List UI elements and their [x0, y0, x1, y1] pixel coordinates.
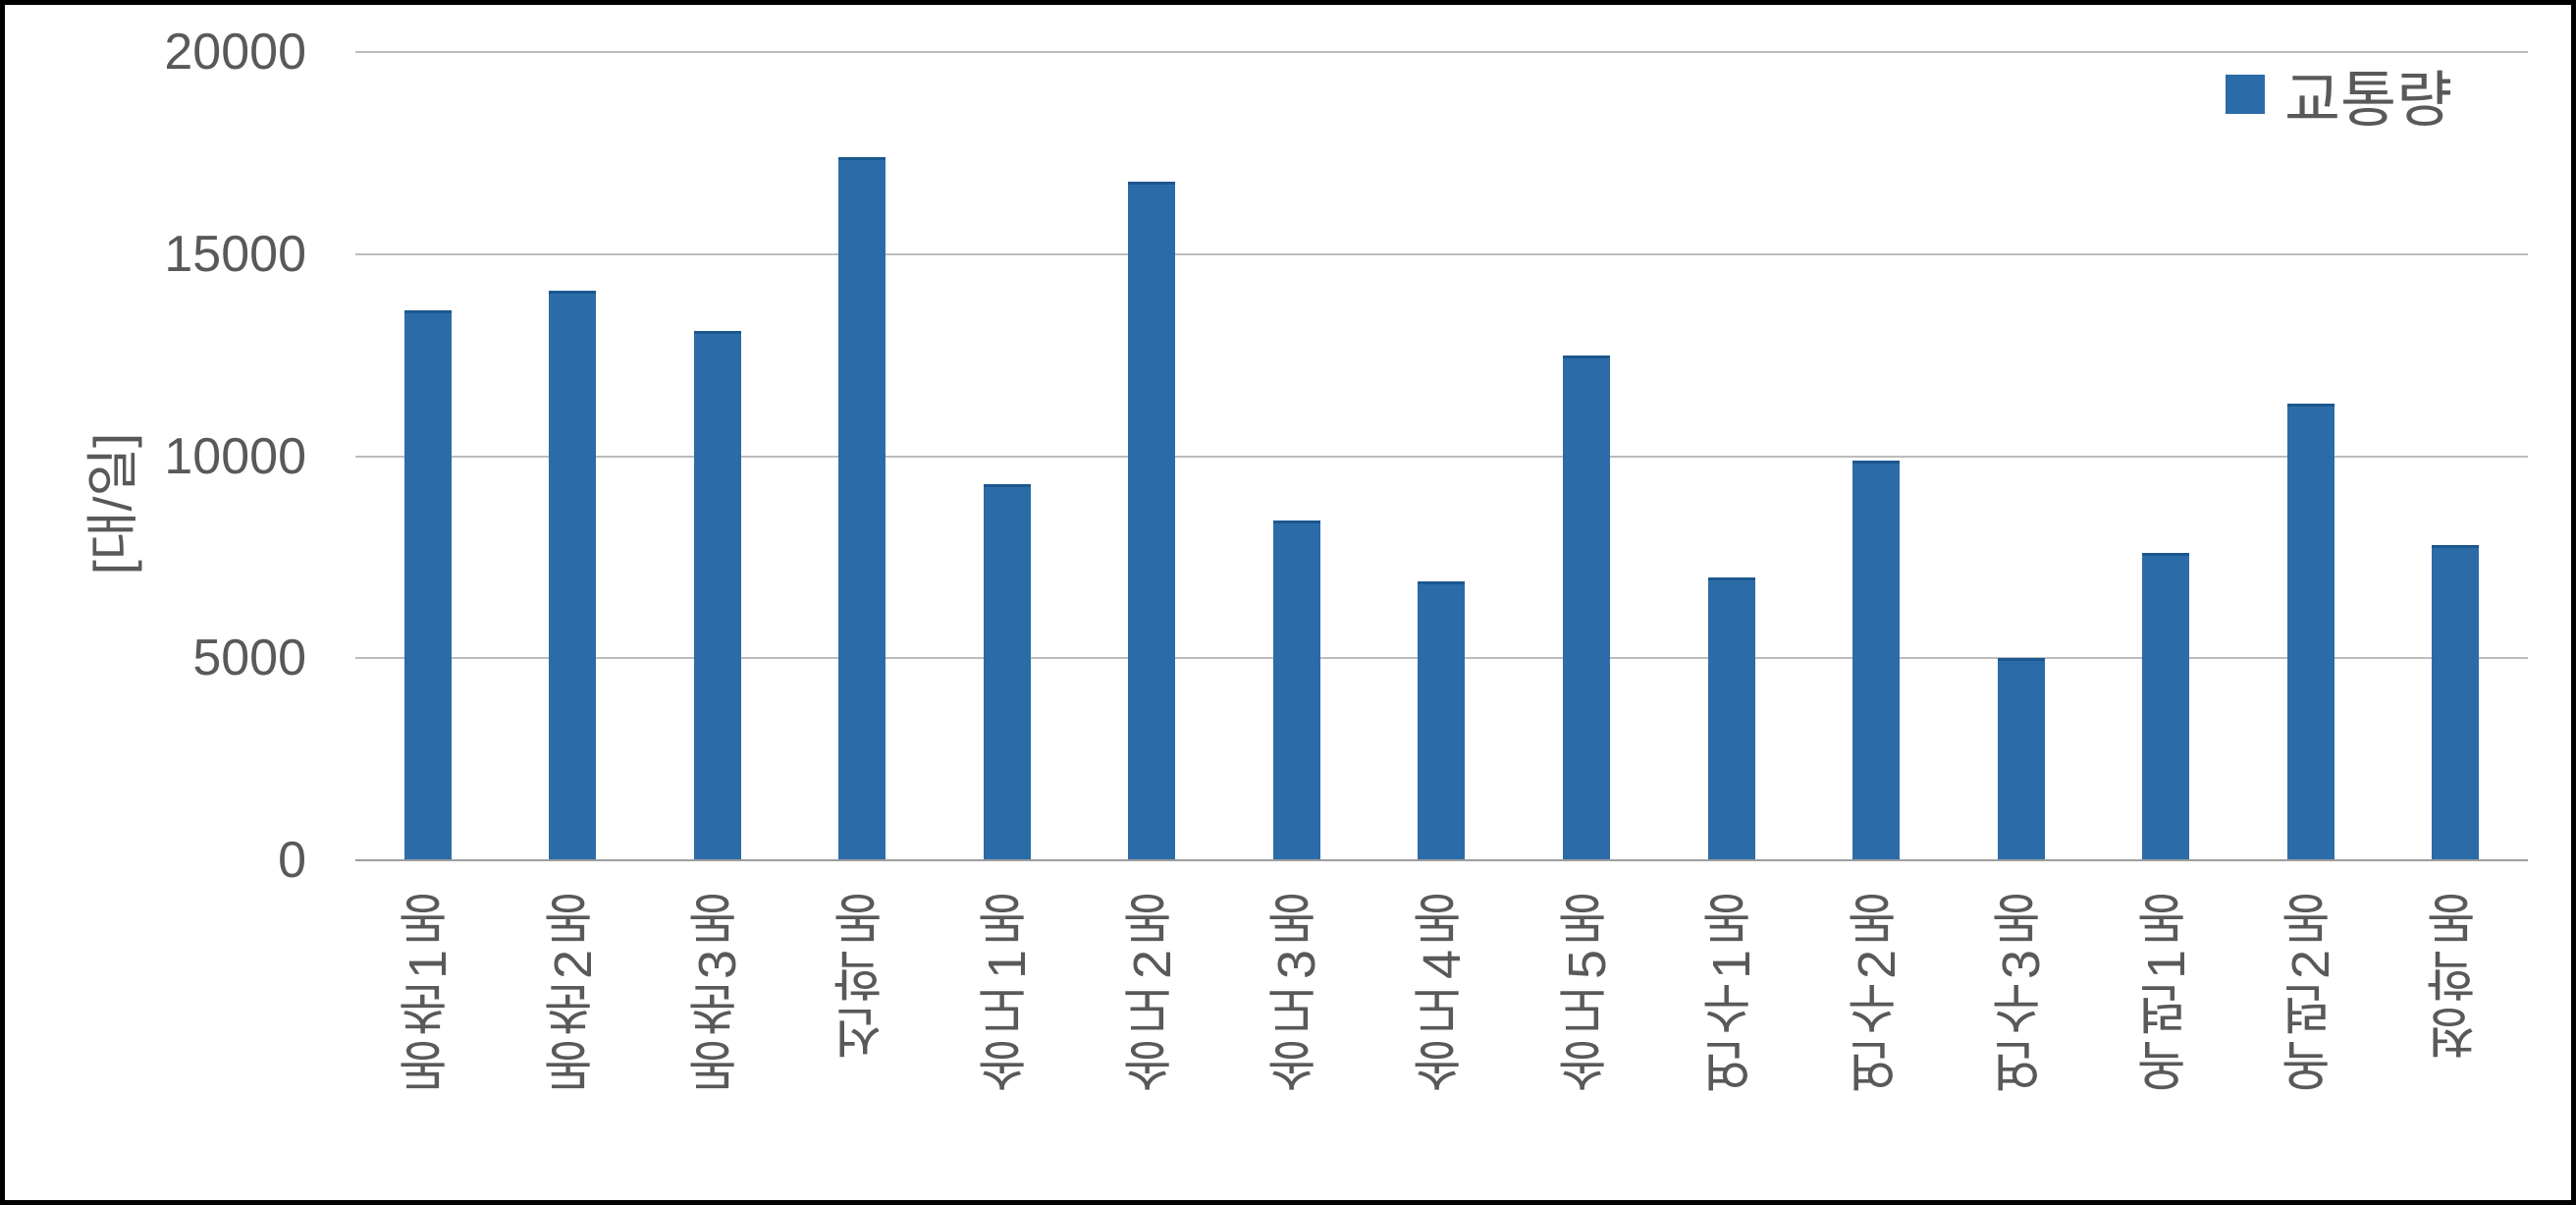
y-tick-label: 0	[278, 832, 306, 889]
x-category-label: 옥련1동	[2136, 889, 2196, 1094]
x-category-label: 동춘2동	[543, 889, 603, 1094]
x-label-slot: 동춘1동	[355, 889, 501, 1093]
bar-slot	[501, 52, 646, 860]
bar-slot	[935, 52, 1080, 860]
bar-slot	[790, 52, 936, 860]
x-category-label: 연수1동	[1702, 889, 1762, 1094]
x-category-label: 연수3동	[1992, 889, 2052, 1094]
x-axis-category-labels: 동춘1동 동춘2동 동춘3동 선학동 송도1동 송도2동 송도3동 송도4동 송도5동 연수1동 연…	[355, 889, 2528, 1200]
bar-slot	[1224, 52, 1369, 860]
bar-동춘3동	[693, 330, 741, 860]
bar-slot	[1803, 52, 1949, 860]
bar-송도1동	[983, 484, 1031, 860]
x-label-slot: 송도3동	[1224, 889, 1369, 1093]
plot-area	[355, 51, 2528, 861]
x-category-label: 청학동	[2426, 889, 2486, 1060]
x-category-label: 송도2동	[1122, 889, 1182, 1094]
bar-slot	[1514, 52, 1659, 860]
x-label-slot: 옥련2동	[2238, 889, 2384, 1093]
bar-slot	[355, 52, 501, 860]
x-category-label: 동춘3동	[688, 889, 748, 1094]
bar-slot	[2093, 52, 2238, 860]
bar-slot	[645, 52, 790, 860]
x-category-label: 옥련2동	[2281, 889, 2341, 1094]
bar-송도4동	[1418, 581, 1466, 860]
gridline-10000	[355, 455, 2528, 458]
bar-동춘1동	[403, 310, 452, 860]
x-label-slot: 동춘2동	[501, 889, 646, 1093]
y-tick-label: 20000	[164, 24, 306, 81]
bar-slot	[1080, 52, 1225, 860]
bar-연수3동	[1997, 658, 2045, 860]
legend-label: 교통량	[2284, 67, 2453, 135]
x-label-slot: 연수3동	[1949, 889, 2094, 1093]
bar-청학동	[2432, 545, 2480, 860]
x-label-slot: 송도4동	[1369, 889, 1515, 1093]
x-label-slot: 연수1동	[1659, 889, 1804, 1093]
bar-연수1동	[1707, 576, 1755, 860]
x-label-slot: 옥련1동	[2093, 889, 2238, 1093]
x-label-slot: 송도1동	[935, 889, 1080, 1093]
bar-연수2동	[1852, 460, 1901, 860]
x-category-label: 송도1동	[978, 889, 1038, 1094]
bar-옥련1동	[2142, 553, 2190, 860]
x-label-slot: 선학동	[790, 889, 936, 1060]
bar-송도5동	[1563, 355, 1611, 860]
x-category-label: 선학동	[832, 889, 892, 1060]
y-axis-tick-labels: 0 5000 10000 15000 20000	[5, 24, 306, 889]
bar-slot	[2238, 52, 2384, 860]
bar-동춘2동	[549, 290, 597, 860]
bar-옥련2동	[2286, 404, 2334, 860]
gridline-20000	[355, 51, 2528, 53]
bar-송도2동	[1128, 181, 1176, 860]
y-tick-label: 15000	[164, 225, 306, 283]
x-label-slot: 청학동	[2383, 889, 2528, 1060]
x-category-label: 동춘1동	[399, 889, 458, 1094]
y-tick-label: 10000	[164, 427, 306, 485]
x-label-slot: 송도2동	[1080, 889, 1225, 1093]
x-axis-line	[355, 859, 2528, 861]
y-tick-label: 5000	[192, 630, 306, 687]
x-label-slot: 송도5동	[1514, 889, 1659, 1093]
bar-slot	[1949, 52, 2094, 860]
gridline-15000	[355, 252, 2528, 255]
x-label-slot: 동춘3동	[645, 889, 790, 1093]
bar-송도3동	[1272, 520, 1320, 860]
x-category-label: 송도3동	[1267, 889, 1327, 1094]
bar-slot	[1369, 52, 1515, 860]
legend: 교통량	[2226, 60, 2452, 135]
bar-series	[355, 52, 2528, 860]
x-category-label: 송도5동	[1557, 889, 1617, 1094]
bar-선학동	[838, 157, 886, 860]
bar-slot	[1659, 52, 1804, 860]
bar-slot	[2383, 52, 2528, 860]
x-label-slot: 연수2동	[1803, 889, 1949, 1093]
legend-swatch	[2226, 75, 2265, 114]
x-category-label: 송도4동	[1412, 889, 1472, 1094]
x-category-label: 연수2동	[1847, 889, 1906, 1094]
